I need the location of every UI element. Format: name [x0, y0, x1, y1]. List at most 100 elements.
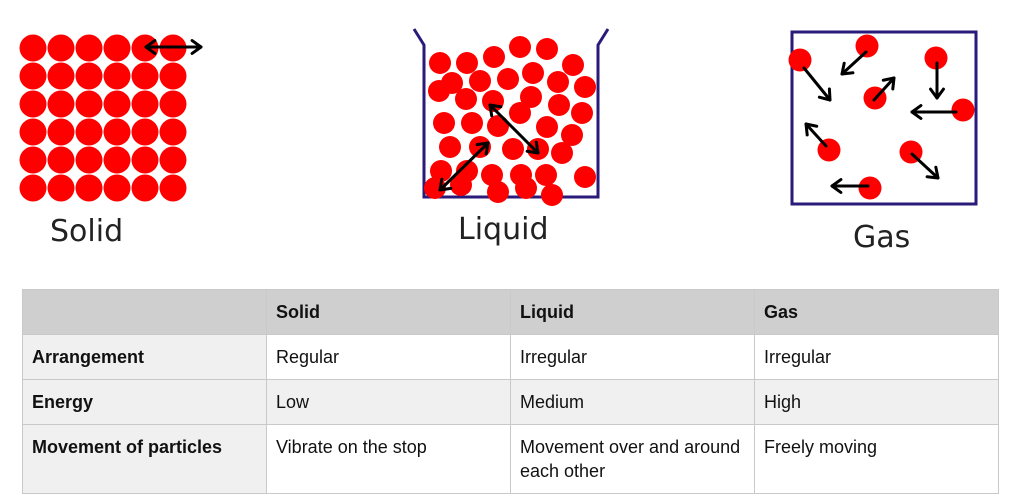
cell-gas: Freely moving — [754, 424, 999, 494]
solid-label: Solid — [50, 214, 124, 249]
liquid-container — [412, 28, 610, 199]
liquid-particle — [548, 94, 570, 116]
solid-particle — [19, 146, 47, 174]
liquid-particle — [551, 142, 573, 164]
gas-arrow-head — [925, 165, 940, 180]
gas-particle — [855, 34, 879, 58]
solid-particle — [47, 118, 75, 146]
solid-particle — [131, 118, 159, 146]
solid-particles — [19, 34, 203, 202]
gas-arrow-head — [840, 61, 855, 76]
gas-particle — [858, 176, 882, 200]
table-row-arrangement: Arrangement Regular Irregular Irregular — [22, 334, 999, 380]
liquid-particle — [509, 102, 531, 124]
liquid-particle — [430, 160, 452, 182]
liquid-particle — [522, 62, 544, 84]
solid-particle — [159, 90, 187, 118]
liquid-diagonal-arrow — [488, 103, 540, 155]
row-label: Movement of particles — [22, 424, 267, 494]
solid-particle — [103, 174, 131, 202]
gas-arrow — [804, 122, 828, 148]
liquid-particle — [461, 112, 483, 134]
gas-label: Gas — [853, 220, 911, 255]
liquid-particles — [412, 28, 610, 206]
gas-diagram — [786, 28, 986, 210]
cell-liquid: Irregular — [510, 334, 755, 380]
liquid-particle — [469, 70, 491, 92]
solid-particle — [19, 118, 47, 146]
solid-particle — [131, 62, 159, 90]
gas-arrow-head — [817, 87, 832, 102]
gas-particle — [951, 98, 975, 122]
solid-particle — [131, 174, 159, 202]
gas-arrow-head — [910, 104, 923, 120]
solid-particle — [19, 34, 47, 62]
solid-particle — [131, 146, 159, 174]
gas-arrow — [910, 152, 940, 180]
solid-particle — [75, 62, 103, 90]
liquid-particle — [536, 116, 558, 138]
solid-particle — [103, 146, 131, 174]
vibration-arrow-head — [190, 39, 203, 55]
liquid-particle — [535, 164, 557, 186]
table-header-row: Solid Liquid Gas — [22, 289, 999, 335]
gas-particle — [924, 46, 948, 70]
gas-arrow — [802, 66, 832, 102]
liquid-particle — [487, 115, 509, 137]
liquid-particle — [571, 102, 593, 124]
solid-particle — [159, 118, 187, 146]
liquid-particle — [547, 71, 569, 93]
cell-solid: Low — [266, 379, 511, 425]
liquid-particle — [520, 86, 542, 108]
liquid-particle — [536, 38, 558, 60]
solid-particle — [19, 62, 47, 90]
liquid-particle — [515, 177, 537, 199]
solid-particle — [159, 174, 187, 202]
solid-particle — [159, 146, 187, 174]
liquid-particle — [428, 80, 450, 102]
liquid-rising-arrow-head — [475, 141, 490, 156]
solid-particle — [47, 174, 75, 202]
solid-particle — [103, 118, 131, 146]
gas-arrow — [840, 50, 868, 76]
gas-arrow-head — [804, 122, 819, 137]
liquid-particle — [509, 36, 531, 58]
header-cell-gas: Gas — [754, 289, 999, 335]
liquid-particle — [481, 164, 503, 186]
liquid-particle — [561, 124, 583, 146]
cell-solid: Vibrate on the stop — [266, 424, 511, 494]
cell-gas: High — [754, 379, 999, 425]
gas-arrow-head — [881, 76, 896, 91]
table-row-movement: Movement of particles Vibrate on the sto… — [22, 424, 999, 494]
solid-particle — [103, 34, 131, 62]
liquid-rising-arrow — [438, 141, 490, 192]
liquid-particle — [433, 112, 455, 134]
liquid-label: Liquid — [458, 212, 549, 247]
liquid-particle — [487, 181, 509, 203]
gas-arrow — [872, 76, 896, 102]
liquid-particle — [541, 184, 563, 206]
header-cell-empty — [22, 289, 267, 335]
states-of-matter-table: Solid Liquid Gas Arrangement Regular Irr… — [22, 289, 999, 494]
row-label: Energy — [22, 379, 267, 425]
solid-particle — [131, 90, 159, 118]
liquid-particle — [483, 46, 505, 68]
solid-particle — [19, 174, 47, 202]
liquid-particle — [455, 88, 477, 110]
solid-particle — [75, 174, 103, 202]
cell-liquid: Movement over and around each other — [510, 424, 755, 494]
table-row-energy: Energy Low Medium High — [22, 379, 999, 425]
gas-particle — [788, 48, 812, 72]
solid-particle — [75, 34, 103, 62]
liquid-diagonal-arrow-head — [525, 140, 540, 155]
solid-particle — [75, 118, 103, 146]
vibration-arrow-tail — [144, 39, 157, 55]
liquid-particle — [502, 138, 524, 160]
liquid-particle — [574, 76, 596, 98]
liquid-particle — [456, 52, 478, 74]
gas-arrow-head — [830, 178, 843, 194]
solid-particle — [75, 90, 103, 118]
solid-diagram — [18, 30, 208, 205]
solid-particle — [159, 62, 187, 90]
liquid-particle — [497, 68, 519, 90]
